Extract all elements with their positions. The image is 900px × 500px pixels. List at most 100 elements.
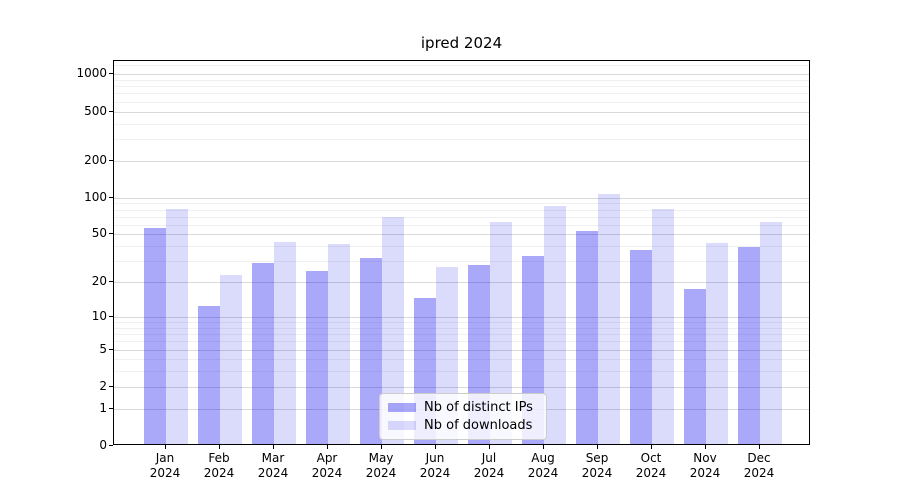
x-tick-month: Feb [208, 451, 230, 465]
x-tick-label-oct: Oct 2024 [619, 451, 683, 481]
x-tick-label-dec: Dec 2024 [727, 451, 791, 481]
x-tick-month: Sep [585, 451, 609, 465]
x-tick-mark [705, 445, 706, 449]
x-tick-month: May [368, 451, 394, 465]
x-tick-year: 2024 [635, 466, 667, 480]
y-gridline-minor [114, 138, 809, 140]
y-tick-label: 2 [99, 378, 107, 393]
x-tick-mark [651, 445, 652, 449]
y-gridline-minor [114, 359, 809, 361]
bar-distinct-ips-oct [630, 249, 652, 444]
x-tick-month: Nov [693, 451, 717, 465]
y-gridline-minor [114, 123, 809, 125]
legend-label-downloads: Nb of downloads [424, 418, 533, 433]
y-gridline-minor [114, 322, 809, 324]
y-gridline-major [114, 317, 809, 318]
x-tick-year: 2024 [365, 466, 397, 480]
legend-item-downloads: Nb of downloads [388, 417, 538, 434]
x-tick-year: 2024 [527, 466, 559, 480]
x-tick-month: Jul [481, 451, 497, 465]
x-tick-label-feb: Feb 2024 [187, 451, 251, 481]
x-tick-year: 2024 [743, 466, 775, 480]
bar-distinct-ips-nov [684, 288, 706, 444]
y-gridline-minor [114, 209, 809, 211]
y-gridline-minor [114, 93, 809, 95]
x-tick-year: 2024 [473, 466, 505, 480]
y-gridline-minor [114, 86, 809, 88]
x-tick-mark [759, 445, 760, 449]
x-tick-month: Apr [316, 451, 338, 465]
y-tick-mark [109, 385, 113, 387]
y-tick-mark [109, 73, 113, 75]
y-tick-label: 500 [84, 103, 107, 118]
x-tick-label-mar: Mar 2024 [241, 451, 305, 481]
x-tick-label-sep: Sep 2024 [565, 451, 629, 481]
y-tick-label: 100 [84, 189, 107, 204]
bar-downloads-jul [490, 221, 512, 444]
y-tick-mark [109, 445, 113, 446]
y-gridline-minor [114, 216, 809, 218]
y-tick-mark [109, 233, 113, 235]
x-tick-year: 2024 [581, 466, 613, 480]
y-tick-label: 5 [99, 341, 107, 356]
legend-swatch-distinct-ips-icon [388, 403, 416, 412]
legend-item-distinct-ips: Nb of distinct IPs [388, 399, 538, 416]
x-tick-year: 2024 [257, 466, 289, 480]
x-tick-mark [327, 445, 328, 449]
y-gridline-minor [114, 224, 809, 226]
y-tick-mark [109, 348, 113, 350]
y-tick-mark [109, 196, 113, 198]
x-tick-mark [597, 445, 598, 449]
x-tick-month: Aug [531, 451, 555, 465]
x-tick-mark [543, 445, 544, 449]
bar-distinct-ips-jan [144, 228, 166, 444]
y-tick-label: 1000 [76, 66, 107, 81]
y-gridline-major [114, 111, 809, 113]
y-gridline-minor [114, 64, 809, 66]
y-gridline-major [114, 386, 809, 388]
legend-swatch-downloads-icon [388, 421, 416, 430]
y-gridline-minor [114, 261, 809, 263]
y-gridline-major [114, 74, 809, 76]
x-tick-year: 2024 [149, 466, 181, 480]
x-tick-month: Dec [747, 451, 771, 465]
x-tick-label-jul: Jul 2024 [457, 451, 521, 481]
x-tick-month: Jun [425, 451, 445, 465]
x-tick-month: Mar [261, 451, 285, 465]
bar-downloads-feb [220, 275, 242, 444]
x-tick-mark [165, 445, 166, 449]
bar-downloads-nov [706, 242, 728, 444]
bar-downloads-jan [166, 208, 188, 444]
x-tick-label-may: May 2024 [349, 451, 413, 481]
y-gridline-minor [114, 327, 809, 329]
y-gridline-minor [114, 341, 809, 343]
bar-distinct-ips-sep [576, 231, 598, 444]
bar-downloads-aug [544, 205, 566, 444]
bar-distinct-ips-may [360, 257, 382, 444]
y-tick-label: 20 [91, 274, 107, 289]
y-gridline-major [114, 234, 809, 236]
x-tick-month: Jan [155, 451, 175, 465]
y-tick-mark [109, 159, 113, 161]
y-gridline-minor [114, 101, 809, 103]
x-tick-year: 2024 [203, 466, 235, 480]
y-gridline-major [114, 197, 809, 199]
x-tick-label-nov: Nov 2024 [673, 451, 737, 481]
bar-distinct-ips-feb [198, 306, 220, 444]
y-tick-label: 50 [91, 226, 107, 241]
y-gridline-major [114, 160, 809, 162]
x-tick-year: 2024 [311, 466, 343, 480]
bar-downloads-mar [274, 241, 296, 444]
y-gridline-minor [114, 79, 809, 81]
bar-downloads-dec [760, 221, 782, 444]
x-tick-year: 2024 [689, 466, 721, 480]
chart-title: ipred 2024 [420, 34, 503, 52]
y-gridline-minor [114, 246, 809, 248]
x-tick-mark [219, 445, 220, 449]
y-gridline-major [114, 349, 809, 351]
y-tick-mark [109, 281, 113, 283]
y-gridline-minor [114, 334, 809, 336]
x-tick-label-apr: Apr 2024 [295, 451, 359, 481]
bar-distinct-ips-apr [306, 270, 328, 444]
x-tick-mark [381, 445, 382, 449]
